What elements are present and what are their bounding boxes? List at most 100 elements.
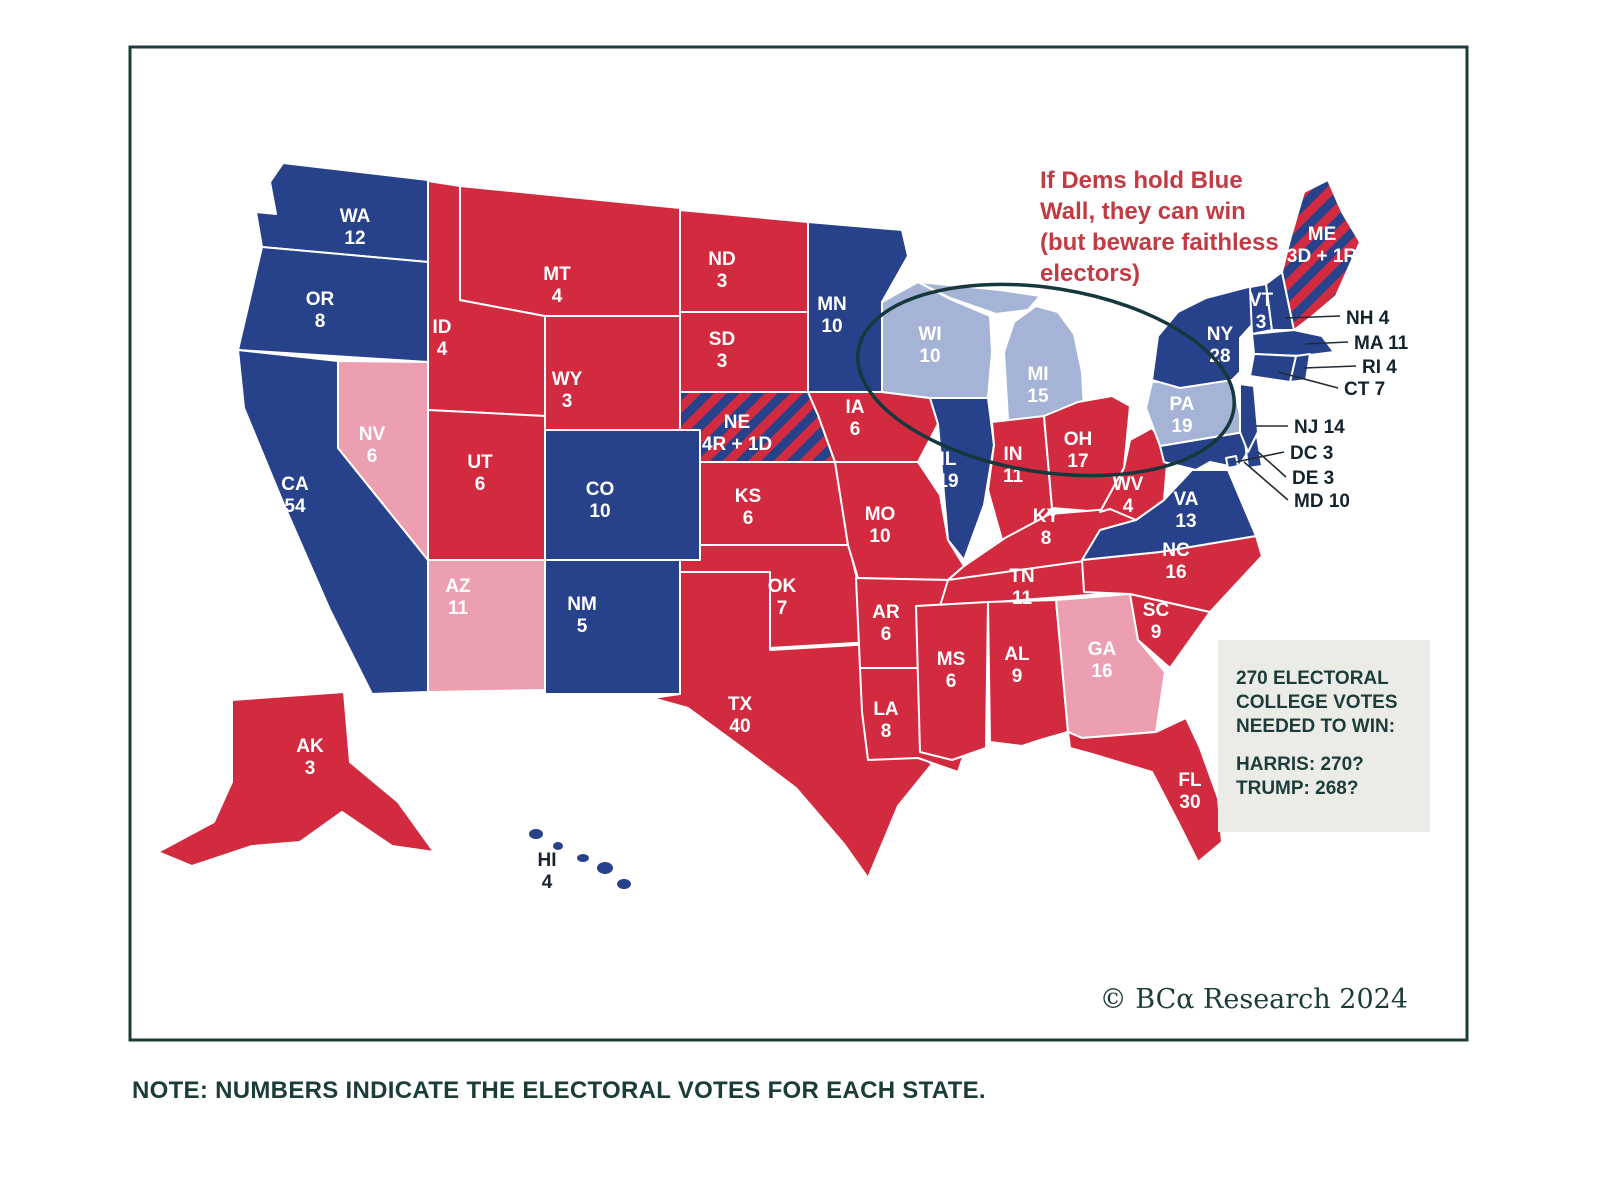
state-abbr-WA: WA [340, 206, 371, 227]
info-box-line: COLLEGE VOTES [1236, 692, 1398, 713]
state-shape-HI [527, 827, 633, 891]
state-abbr-MS: MS [937, 649, 966, 670]
state-abbr-OR: OR [306, 289, 335, 310]
state-votes-IA: 6 [850, 419, 861, 440]
state-votes-ND: 3 [717, 271, 728, 292]
state-votes-WY: 3 [562, 391, 573, 412]
state-abbr-WV: WV [1113, 474, 1144, 495]
state-votes-VT: 3 [1256, 312, 1267, 333]
state-votes-OK: 7 [777, 598, 788, 619]
state-abbr-WY: WY [552, 369, 583, 390]
state-label-NH: NH 4 [1346, 308, 1390, 329]
leader-line-NH [1285, 315, 1341, 319]
state-abbr-NC: NC [1162, 540, 1190, 561]
annotation-line: electors) [1040, 260, 1140, 287]
state-abbr-AR: AR [872, 602, 900, 623]
info-box-background [1218, 640, 1430, 832]
figure-note: NOTE: NUMBERS INDICATE THE ELECTORAL VOT… [132, 1077, 986, 1104]
state-shape-FL [1067, 717, 1223, 863]
blue-wall-annotation: If Dems hold Blue Wall, they can win (bu… [1040, 167, 1279, 287]
state-abbr-OK: OK [768, 576, 797, 597]
state-abbr-IA: IA [846, 397, 865, 418]
state-votes-KS: 6 [743, 508, 754, 529]
state-abbr-FL: FL [1178, 770, 1202, 791]
state-votes-SC: 9 [1151, 622, 1162, 643]
state-shape-ND [679, 209, 809, 313]
state-abbr-AK: AK [296, 736, 324, 757]
state-votes-GA: 16 [1091, 661, 1112, 682]
state-abbr-NM: NM [567, 594, 597, 615]
state-abbr-HI: HI [538, 850, 557, 871]
state-abbr-WI: WI [918, 324, 941, 345]
info-box-line: 270 ELECTORAL [1236, 668, 1389, 689]
state-votes-PA: 19 [1171, 416, 1192, 437]
state-abbr-TX: TX [728, 694, 753, 715]
annotation-line: Wall, they can win [1040, 198, 1246, 225]
state-votes-SD: 3 [717, 351, 728, 372]
state-votes-WV: 4 [1123, 496, 1134, 517]
state-abbr-ME: ME [1308, 224, 1337, 245]
state-shape-NM [544, 559, 681, 695]
state-votes-IN: 11 [1003, 466, 1024, 487]
state-votes-MT: 4 [552, 286, 563, 307]
state-shape-OH [1043, 395, 1131, 513]
state-votes-NV: 6 [367, 446, 378, 467]
state-abbr-TN: TN [1009, 566, 1034, 587]
blue-wall-circle-annotation [856, 282, 1236, 478]
state-shape-UT [427, 409, 546, 561]
state-label-RI: RI 4 [1362, 357, 1397, 378]
state-abbr-MO: MO [865, 504, 896, 525]
state-shape-AK [157, 691, 435, 867]
leader-line-RI [1303, 365, 1357, 369]
us-map [157, 162, 1361, 891]
state-shape-KS [699, 461, 849, 546]
state-shape-SD [679, 311, 809, 393]
state-votes-NE: 4R + 1D [702, 434, 772, 455]
state-abbr-UT: UT [467, 452, 493, 473]
state-votes-ME: 3D + 1R [1287, 246, 1358, 267]
state-votes-NC: 16 [1165, 562, 1186, 583]
state-votes-IL: 19 [937, 471, 958, 492]
state-abbr-SC: SC [1143, 600, 1170, 621]
state-votes-AZ: 11 [448, 598, 469, 619]
state-votes-NM: 5 [577, 616, 588, 637]
state-votes-OR: 8 [315, 311, 326, 332]
state-votes-AL: 9 [1012, 666, 1023, 687]
state-votes-CO: 10 [589, 501, 610, 522]
state-label-MD: MD 10 [1294, 491, 1350, 512]
state-abbr-KS: KS [735, 486, 761, 507]
state-votes-MO: 10 [869, 526, 890, 547]
state-label-DE: DE 3 [1292, 468, 1334, 489]
state-votes-TN: 11 [1012, 588, 1033, 609]
state-abbr-CA: CA [281, 474, 309, 495]
state-shape-MT [459, 185, 681, 317]
state-votes-AR: 6 [881, 624, 892, 645]
state-shape-CO [544, 429, 701, 561]
state-abbr-MT: MT [543, 264, 571, 285]
state-abbr-AL: AL [1004, 644, 1030, 665]
state-shape-MS [915, 601, 989, 761]
state-abbr-NE: NE [724, 412, 750, 433]
state-abbr-MN: MN [817, 294, 847, 315]
state-votes-OH: 17 [1067, 451, 1088, 472]
leader-line-DC [1235, 451, 1285, 463]
state-abbr-ID: ID [433, 317, 452, 338]
state-abbr-SD: SD [709, 329, 735, 350]
state-votes-MN: 10 [821, 316, 842, 337]
state-shape-DC [1225, 455, 1239, 469]
state-votes-HI: 4 [542, 872, 553, 893]
harris-total: HARRIS: 270? [1236, 754, 1364, 775]
state-abbr-MI: MI [1027, 364, 1048, 385]
state-votes-MS: 6 [946, 671, 957, 692]
state-votes-MI: 15 [1027, 386, 1049, 407]
state-label-NJ: NJ 14 [1294, 417, 1345, 438]
leader-line-MD [1243, 461, 1289, 501]
state-abbr-VA: VA [1174, 489, 1199, 510]
state-shape-CT [1249, 353, 1297, 383]
state-votes-VA: 13 [1175, 511, 1196, 532]
state-abbr-ND: ND [708, 249, 735, 270]
state-abbr-OH: OH [1064, 429, 1093, 450]
leader-line-CT [1277, 371, 1339, 389]
